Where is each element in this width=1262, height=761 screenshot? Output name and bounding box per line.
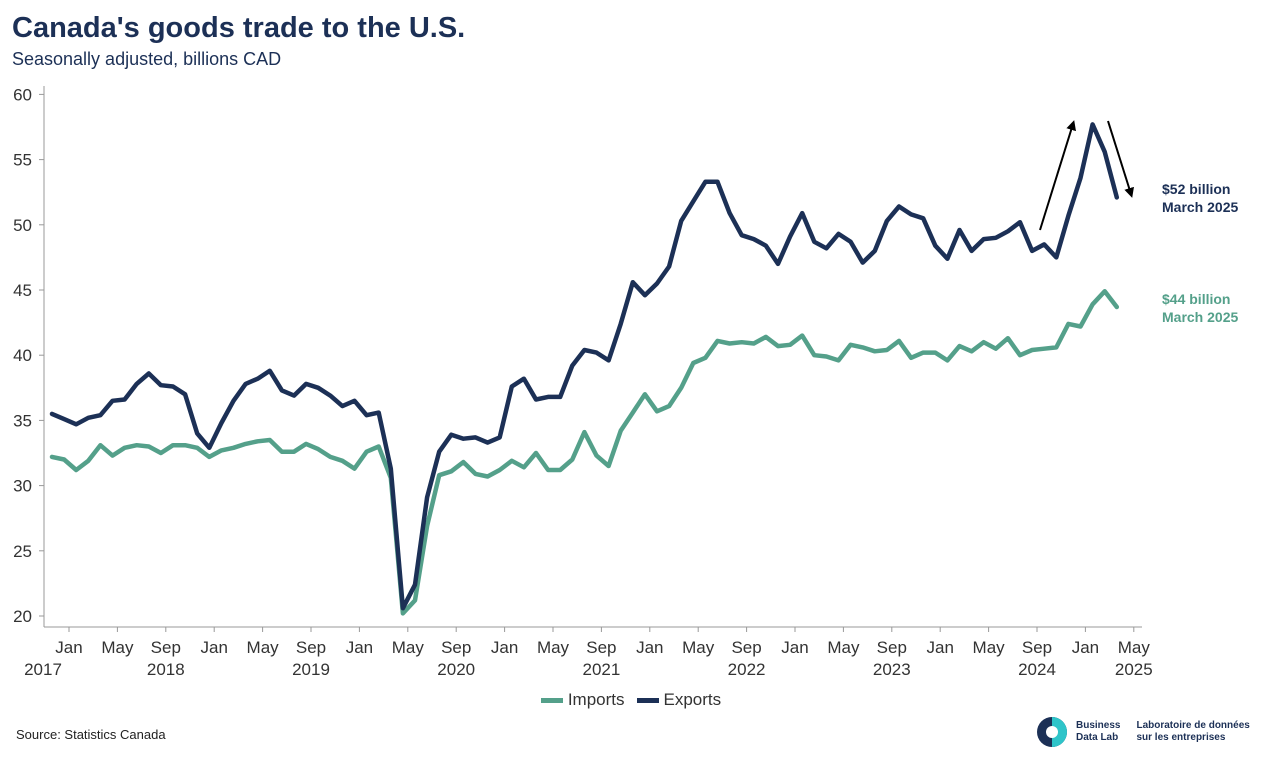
source-note: Source: Statistics Canada xyxy=(16,727,166,742)
x-tick-month-label: May xyxy=(1118,638,1151,657)
y-tick-label: 35 xyxy=(13,411,32,430)
y-tick-label: 60 xyxy=(13,85,32,104)
x-tick-month-label: Jan xyxy=(926,638,953,657)
x-tick-month-label: Jan xyxy=(781,638,808,657)
imports-annotation-date: March 2025 xyxy=(1162,309,1238,325)
legend-item-imports[interactable]: Imports xyxy=(540,690,625,710)
logo-en-line2: Data Lab xyxy=(1076,732,1119,743)
x-tick-month-label: Jan xyxy=(1072,638,1099,657)
x-tick-year-label: 2020 xyxy=(437,660,475,679)
y-axis-ticks: 20 25 30 35 40 45 50 55 60 xyxy=(13,85,44,626)
chart-legend: Imports Exports xyxy=(0,690,1262,710)
business-data-lab-logo: Business Data Lab Laboratoire de données… xyxy=(1036,716,1250,748)
x-tick-month-label: Sep xyxy=(731,638,761,657)
x-tick-month-label: Sep xyxy=(151,638,181,657)
x-tick-month-label: May xyxy=(973,638,1006,657)
logo-fr-line2: sur les entreprises xyxy=(1136,732,1226,743)
logo-text-en: Business Data Lab xyxy=(1076,720,1120,744)
x-tick-month-label: May xyxy=(537,638,570,657)
exports-swatch xyxy=(636,697,659,703)
chart-subtitle: Seasonally adjusted, billions CAD xyxy=(12,49,282,69)
x-tick-month-label: Jan xyxy=(55,638,82,657)
imports-series-line xyxy=(49,289,1120,616)
y-tick-label: 20 xyxy=(13,607,32,626)
imports-annotation-value: $44 billion xyxy=(1162,291,1230,307)
x-tick-year-label: 2025 xyxy=(1115,660,1153,679)
x-tick-month-label: May xyxy=(101,638,134,657)
exports-series-line xyxy=(49,122,1120,611)
x-tick-month-label: Jan xyxy=(636,638,663,657)
x-tick-month-label: Sep xyxy=(877,638,907,657)
legend-imports-label: Imports xyxy=(567,690,625,709)
x-tick-month-label: May xyxy=(392,638,425,657)
logo-en-line1: Business xyxy=(1076,720,1121,731)
x-tick-year-label: 2023 xyxy=(873,660,911,679)
imports-swatch xyxy=(540,697,563,703)
y-tick-label: 30 xyxy=(13,477,32,496)
y-tick-label: 45 xyxy=(13,281,32,300)
x-tick-month-label: May xyxy=(827,638,860,657)
y-tick-label: 55 xyxy=(13,151,32,170)
y-tick-label: 25 xyxy=(13,542,32,561)
y-tick-label: 50 xyxy=(13,216,32,235)
x-tick-month-label: Sep xyxy=(441,638,471,657)
x-axis-ticks: Jan 2017 May Sep 2018 Jan May Sep 2019 Jan May Sep 2… xyxy=(24,627,1153,679)
logo-fr-line1: Laboratoire de données xyxy=(1136,720,1250,731)
x-tick-month-label: Jan xyxy=(491,638,518,657)
x-tick-year-label: 2024 xyxy=(1018,660,1056,679)
x-tick-month-label: Sep xyxy=(1022,638,1052,657)
x-tick-year-label: 2021 xyxy=(582,660,620,679)
x-tick-month-label: Jan xyxy=(346,638,373,657)
exports-annotation-value: $52 billion xyxy=(1162,181,1230,197)
legend-exports-label: Exports xyxy=(663,690,722,709)
logo-mark-icon xyxy=(1037,717,1067,747)
x-tick-month-label: Sep xyxy=(586,638,616,657)
x-tick-month-label: Sep xyxy=(296,638,326,657)
logo-text-fr: Laboratoire de données sur les entrepris… xyxy=(1136,720,1249,744)
x-tick-year-label: 2017 xyxy=(24,660,62,679)
up-arrow xyxy=(1039,120,1076,231)
down-arrow xyxy=(1107,120,1134,198)
x-tick-year-label: 2018 xyxy=(147,660,185,679)
legend-item-exports[interactable]: Exports xyxy=(636,690,722,710)
x-tick-year-label: 2022 xyxy=(728,660,766,679)
exports-annotation-date: March 2025 xyxy=(1162,199,1238,215)
series-lines xyxy=(49,122,1120,616)
chart-title: Canada's goods trade to the U.S. xyxy=(12,12,466,44)
x-tick-month-label: May xyxy=(247,638,280,657)
x-tick-year-label: 2019 xyxy=(292,660,330,679)
x-tick-month-label: May xyxy=(682,638,715,657)
y-tick-label: 40 xyxy=(13,346,32,365)
x-tick-month-label: Jan xyxy=(200,638,227,657)
